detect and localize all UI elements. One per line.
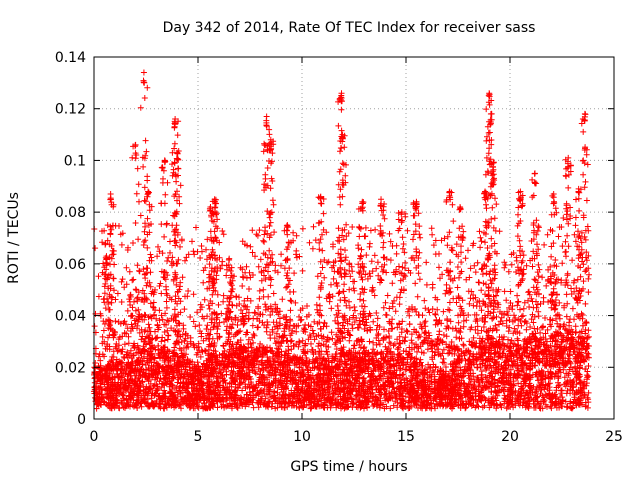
roti-peak-point — [207, 203, 214, 210]
roti-peak-point — [211, 196, 218, 203]
x-tick-label: 25 — [605, 429, 623, 445]
roti-peak-point — [488, 110, 495, 117]
roti-peak-point — [413, 198, 420, 205]
data-points — [91, 69, 592, 412]
roti-peak-point — [550, 191, 557, 198]
y-tick-label: 0.02 — [55, 360, 86, 376]
roti-peak-point — [317, 193, 324, 200]
chart-title: Day 342 of 2014, Rate Of TEC Index for r… — [163, 20, 536, 36]
y-tick-label: 0.1 — [64, 153, 86, 169]
y-tick-label: 0.08 — [55, 205, 86, 221]
roti-peak-point — [378, 196, 385, 203]
roti-peak-point — [565, 154, 572, 161]
roti-peak-point — [486, 90, 493, 97]
roti-peak-point — [398, 209, 405, 216]
roti-peak-point — [359, 198, 366, 205]
y-tick-label: 0.04 — [55, 309, 86, 325]
roti-peak-point — [132, 141, 139, 148]
roti-peak-point — [267, 136, 274, 143]
roti-peak-point — [482, 188, 489, 195]
axis-ticks: 0 5 10 15 20 25 0 0.02 0.04 0.06 0.08 0.1 0.12 0.14 — [55, 50, 623, 445]
roti-peak-point — [107, 191, 114, 198]
roti-peak-point — [575, 185, 582, 192]
roti-peak-point — [103, 253, 110, 260]
roti-peak-point — [581, 110, 588, 117]
x-tick-label: 10 — [293, 429, 311, 445]
x-tick-label: 5 — [194, 429, 203, 445]
roti-peak-point — [174, 149, 181, 156]
y-tick-label: 0.06 — [55, 257, 86, 273]
roti-peak-point — [339, 131, 346, 138]
x-axis-label: GPS time / hours — [290, 459, 407, 475]
x-tick-label: 20 — [501, 429, 519, 445]
roti-peak-point — [226, 255, 233, 262]
roti-peak-point — [161, 157, 168, 164]
y-tick-label: 0 — [77, 412, 86, 428]
plot-frame — [93, 56, 615, 420]
roti-peak-point — [446, 188, 453, 195]
y-tick-label: 0.12 — [55, 102, 86, 118]
roti-peak-point — [140, 69, 147, 76]
y-tick-label: 0.14 — [55, 50, 86, 66]
roti-peak-point — [145, 188, 152, 195]
roti-peak-point — [517, 188, 524, 195]
roti-peak-point — [490, 160, 497, 167]
roti-peak-point — [263, 113, 270, 120]
y-axis-label: ROTI / TECUs — [6, 192, 22, 284]
roti-peak-point — [338, 90, 345, 97]
roti-data-markers — [91, 77, 592, 412]
roti-peak-point — [531, 170, 538, 177]
roti-peak-point — [284, 222, 291, 229]
roti-peak-point — [172, 116, 179, 123]
x-tick-label: 15 — [397, 429, 415, 445]
x-tick-label: 0 — [90, 429, 99, 445]
roti-peak-point — [457, 203, 464, 210]
